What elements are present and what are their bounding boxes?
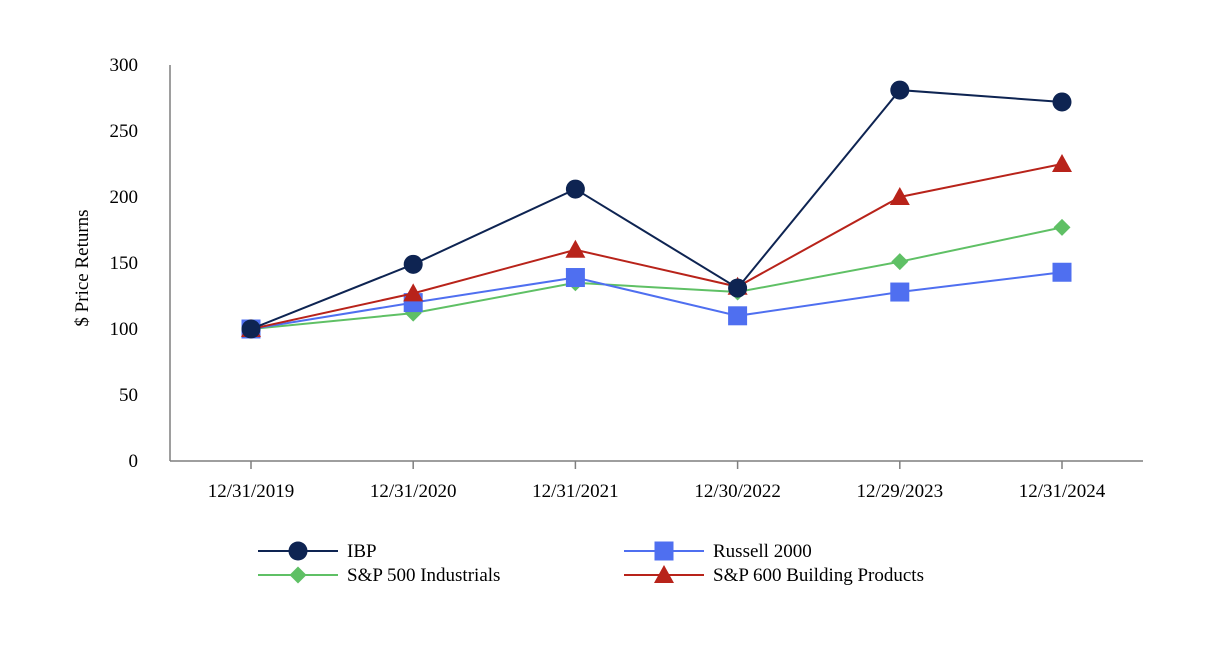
data-point-russell-2000	[728, 306, 748, 326]
series-s-p-500-industrials	[242, 218, 1071, 338]
y-tick-label: 0	[129, 451, 139, 472]
x-axis-ticks: 12/31/2019 12/31/2020 12/31/2021 12/30/2022…	[208, 461, 1106, 502]
y-tick-label: 250	[110, 121, 139, 142]
data-point-s-p-500-industrials	[1053, 218, 1071, 236]
legend-label: IBP	[347, 541, 377, 562]
x-tick-label: 12/30/2022	[694, 481, 781, 502]
data-point-russell-2000	[1052, 262, 1072, 282]
data-point-ibp	[890, 80, 910, 100]
legend-marker-triangle	[654, 565, 674, 583]
x-tick-label: 12/29/2023	[857, 481, 944, 502]
legend-marker-square	[654, 541, 674, 561]
legend-item-s-p-500-industrials: S&P 500 Industrials	[258, 565, 500, 586]
legend-marker-circle	[288, 541, 308, 561]
axes	[169, 65, 1143, 462]
legend: IBP Russell 2000 S&P 500 Industrials S&P 60…	[258, 541, 924, 586]
y-tick-label: 200	[110, 187, 139, 208]
x-tick-label: 12/31/2020	[370, 481, 457, 502]
legend-item-ibp: IBP	[258, 541, 377, 562]
legend-label: Russell 2000	[713, 541, 812, 562]
x-tick-label: 12/31/2021	[532, 481, 619, 502]
series-line-ibp	[250, 89, 1063, 330]
data-point-russell-2000	[890, 282, 910, 302]
series-line-russell-2000	[250, 271, 1063, 330]
data-point-ibp	[1052, 92, 1072, 112]
legend-item-russell-2000: Russell 2000	[624, 541, 812, 562]
data-point-ibp	[565, 179, 585, 199]
data-point-s-p-600-building-products	[889, 187, 910, 205]
legend-label: S&P 500 Industrials	[347, 565, 500, 586]
x-tick-label: 12/31/2024	[1019, 481, 1106, 502]
series-russell-2000	[241, 262, 1072, 339]
legend-label: S&P 600 Building Products	[713, 565, 924, 586]
series-layer	[241, 80, 1072, 339]
y-axis-ticks: 0 50 100 150 200 250 300	[110, 55, 139, 472]
data-point-ibp	[403, 254, 423, 274]
data-point-s-p-500-industrials	[891, 253, 909, 271]
data-point-s-p-600-building-products	[565, 239, 586, 258]
legend-item-s-p-600-building-products: S&P 600 Building Products	[624, 565, 924, 586]
data-point-russell-2000	[565, 268, 585, 288]
x-tick-label: 12/31/2019	[208, 481, 295, 502]
data-point-ibp	[241, 319, 261, 339]
y-tick-label: 300	[110, 55, 139, 76]
legend-marker-diamond	[289, 566, 307, 584]
series-ibp	[241, 80, 1072, 339]
data-point-s-p-600-building-products	[403, 283, 424, 302]
data-point-ibp	[728, 278, 748, 298]
y-tick-label: 150	[110, 253, 139, 274]
series-line-s-p-600-building-products	[250, 163, 1063, 330]
series-line-s-p-500-industrials	[250, 226, 1063, 330]
y-axis-label: $ Price Returns	[72, 209, 93, 326]
y-tick-label: 50	[119, 385, 138, 406]
y-tick-label: 100	[110, 319, 139, 340]
data-point-s-p-600-building-products	[1052, 154, 1072, 172]
